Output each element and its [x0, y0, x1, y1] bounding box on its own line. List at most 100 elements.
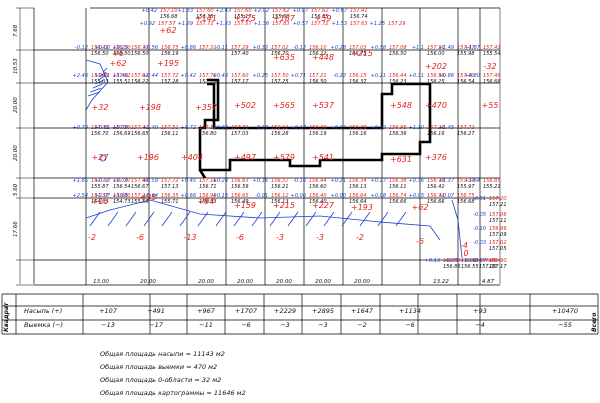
node-black-mark: 156.16 [427, 131, 445, 137]
node-black-mark: 156.59 [231, 184, 249, 190]
node-design-mark: 157.21 [309, 73, 327, 79]
row-dimension: 10.53 [13, 58, 19, 74]
row-dimension: 17.66 [13, 221, 19, 237]
note-total-area: Общая площадь картограммы = 11646 м2 [100, 389, 246, 397]
node-black-mark: 156.28 [271, 131, 289, 137]
node-black-mark: 157.40 [231, 51, 249, 57]
hatch-stroke [125, 211, 137, 227]
node-work-mark: +2.02 [254, 8, 269, 14]
cell-volume: -6 [236, 233, 244, 242]
table-cut-value: −11 [199, 321, 213, 329]
node-black-mark: 156.35 [196, 14, 214, 20]
hatch-stroke [97, 75, 106, 81]
node-black-mark: 156.19 [161, 51, 179, 57]
node-work-mark: +1.36 [254, 21, 269, 27]
node-design-mark: 157.41 [350, 8, 368, 14]
node-work-mark: +0.31 [409, 73, 424, 79]
node-design-mark: 156.15 [349, 73, 367, 79]
cell-volume: +470 [425, 101, 447, 110]
cell-volume: +62 [110, 59, 127, 68]
col-dimension: 13.00 [93, 279, 109, 285]
col-dimension: 20.00 [140, 279, 156, 285]
node-design-mark: 157.57 [158, 21, 176, 27]
node-design-mark: 156.75 [161, 45, 179, 51]
node-work-mark: +2.11 [95, 73, 110, 79]
table-cut-value: −6 [241, 321, 251, 329]
node-black-mark: 156.65 [311, 14, 329, 20]
node-design-mark: 157.10 [160, 8, 178, 14]
table-side-right: Всего [591, 313, 598, 332]
node-design-mark: 156.29 [349, 125, 367, 131]
node-work-mark: +0.21 [371, 73, 386, 79]
node-black-mark: 157.17 [231, 79, 249, 85]
node-design-mark: 156.75 [457, 193, 475, 199]
hatch-stroke [287, 211, 299, 227]
node-work-mark: +0.97 [293, 8, 309, 14]
node-work-mark: +0.86 [439, 73, 454, 79]
node-work-mark: +0.00 [291, 193, 306, 199]
zero-line-upper [85, 59, 109, 111]
table-fill-value: +1134 [399, 307, 421, 315]
node-design-mark: 157.46 [131, 178, 149, 184]
hatch-stroke [395, 211, 407, 227]
node-black-mark: 156.25 [427, 79, 445, 85]
node-black-mark: 155.87 [91, 184, 109, 190]
table-fill-value: +107 [99, 307, 118, 315]
hatch-stroke [233, 211, 245, 227]
cell-volume: +187 [273, 14, 296, 23]
node-work-mark: +1.85 [73, 178, 88, 184]
node-design-mark: 157.31 [199, 45, 217, 51]
cell-volume: +579 [273, 153, 295, 162]
table-fill-value: +491 [147, 307, 165, 315]
node-black-mark: 156.80 [199, 131, 217, 137]
node-black-mark: 155.71 [161, 199, 179, 205]
node-design-mark: 156.44 [309, 178, 327, 184]
node-design-mark: 156.64 [349, 193, 367, 199]
node-black-mark: 157.17 [489, 264, 507, 270]
node-work-mark: +0.80 [465, 73, 480, 79]
node-design-mark: 157.20 [489, 196, 507, 202]
node-work-mark: +0.21 [331, 178, 346, 184]
hatch-stroke [102, 67, 108, 73]
node-work-mark: +0.28 [331, 45, 346, 51]
node-black-mark: 155.54 [483, 51, 501, 57]
node-design-mark: 157.41 [483, 45, 501, 51]
table-fill-value: +2229 [274, 307, 296, 315]
node-design-mark: 156.44 [389, 73, 407, 79]
node-work-mark: +0.67 [332, 8, 348, 14]
cell-volume: +198 [139, 103, 161, 112]
node-work-mark: +0.07 [439, 193, 455, 199]
node-design-mark: 156.34 [349, 178, 367, 184]
row-dimension: 7.68 [13, 24, 19, 37]
node-work-mark: +0.71 [291, 73, 306, 79]
cell-volume: +537 [312, 101, 335, 110]
node-design-mark: 157.57 [234, 21, 252, 27]
node-black-mark: 156.71 [199, 184, 217, 190]
table-fill-total: +10470 [552, 307, 578, 315]
node-design-mark: 157.26 [427, 125, 445, 131]
node-design-mark: 156.40 [309, 193, 327, 199]
cell-volume: +497 [234, 153, 257, 162]
hatch-stroke [161, 211, 173, 227]
node-black-mark: 157.11 [489, 218, 507, 224]
node-work-mark: +2.07 [95, 193, 111, 199]
node-work-mark: +0.72 [181, 125, 196, 131]
node-black-mark: 156.40 [309, 199, 327, 205]
node-design-mark: 157.63 [350, 21, 368, 27]
node-design-mark: 156.42 [91, 45, 109, 51]
node-work-mark: +2.54 [73, 193, 88, 199]
cell-volume: +32 [92, 103, 109, 112]
node-work-mark: +0.79 [113, 178, 128, 184]
node-work-mark: +0.36 [409, 178, 424, 184]
node-work-mark: +1.53 [332, 21, 347, 27]
node-work-mark: +0.59 [143, 178, 158, 184]
node-work-mark: +0.66 [181, 193, 196, 199]
node-black-mark: 156.66 [427, 199, 445, 205]
node-black-mark: 156.75 [349, 51, 367, 57]
node-black-mark: 154.73 [113, 199, 131, 205]
cell-volume: +215 [351, 49, 373, 58]
table-cut-value: −4 [475, 321, 485, 329]
node-design-mark: 157.21 [131, 193, 149, 199]
node-work-mark: +1.1 [412, 45, 424, 51]
node-black-mark: 156.50 [389, 51, 407, 57]
